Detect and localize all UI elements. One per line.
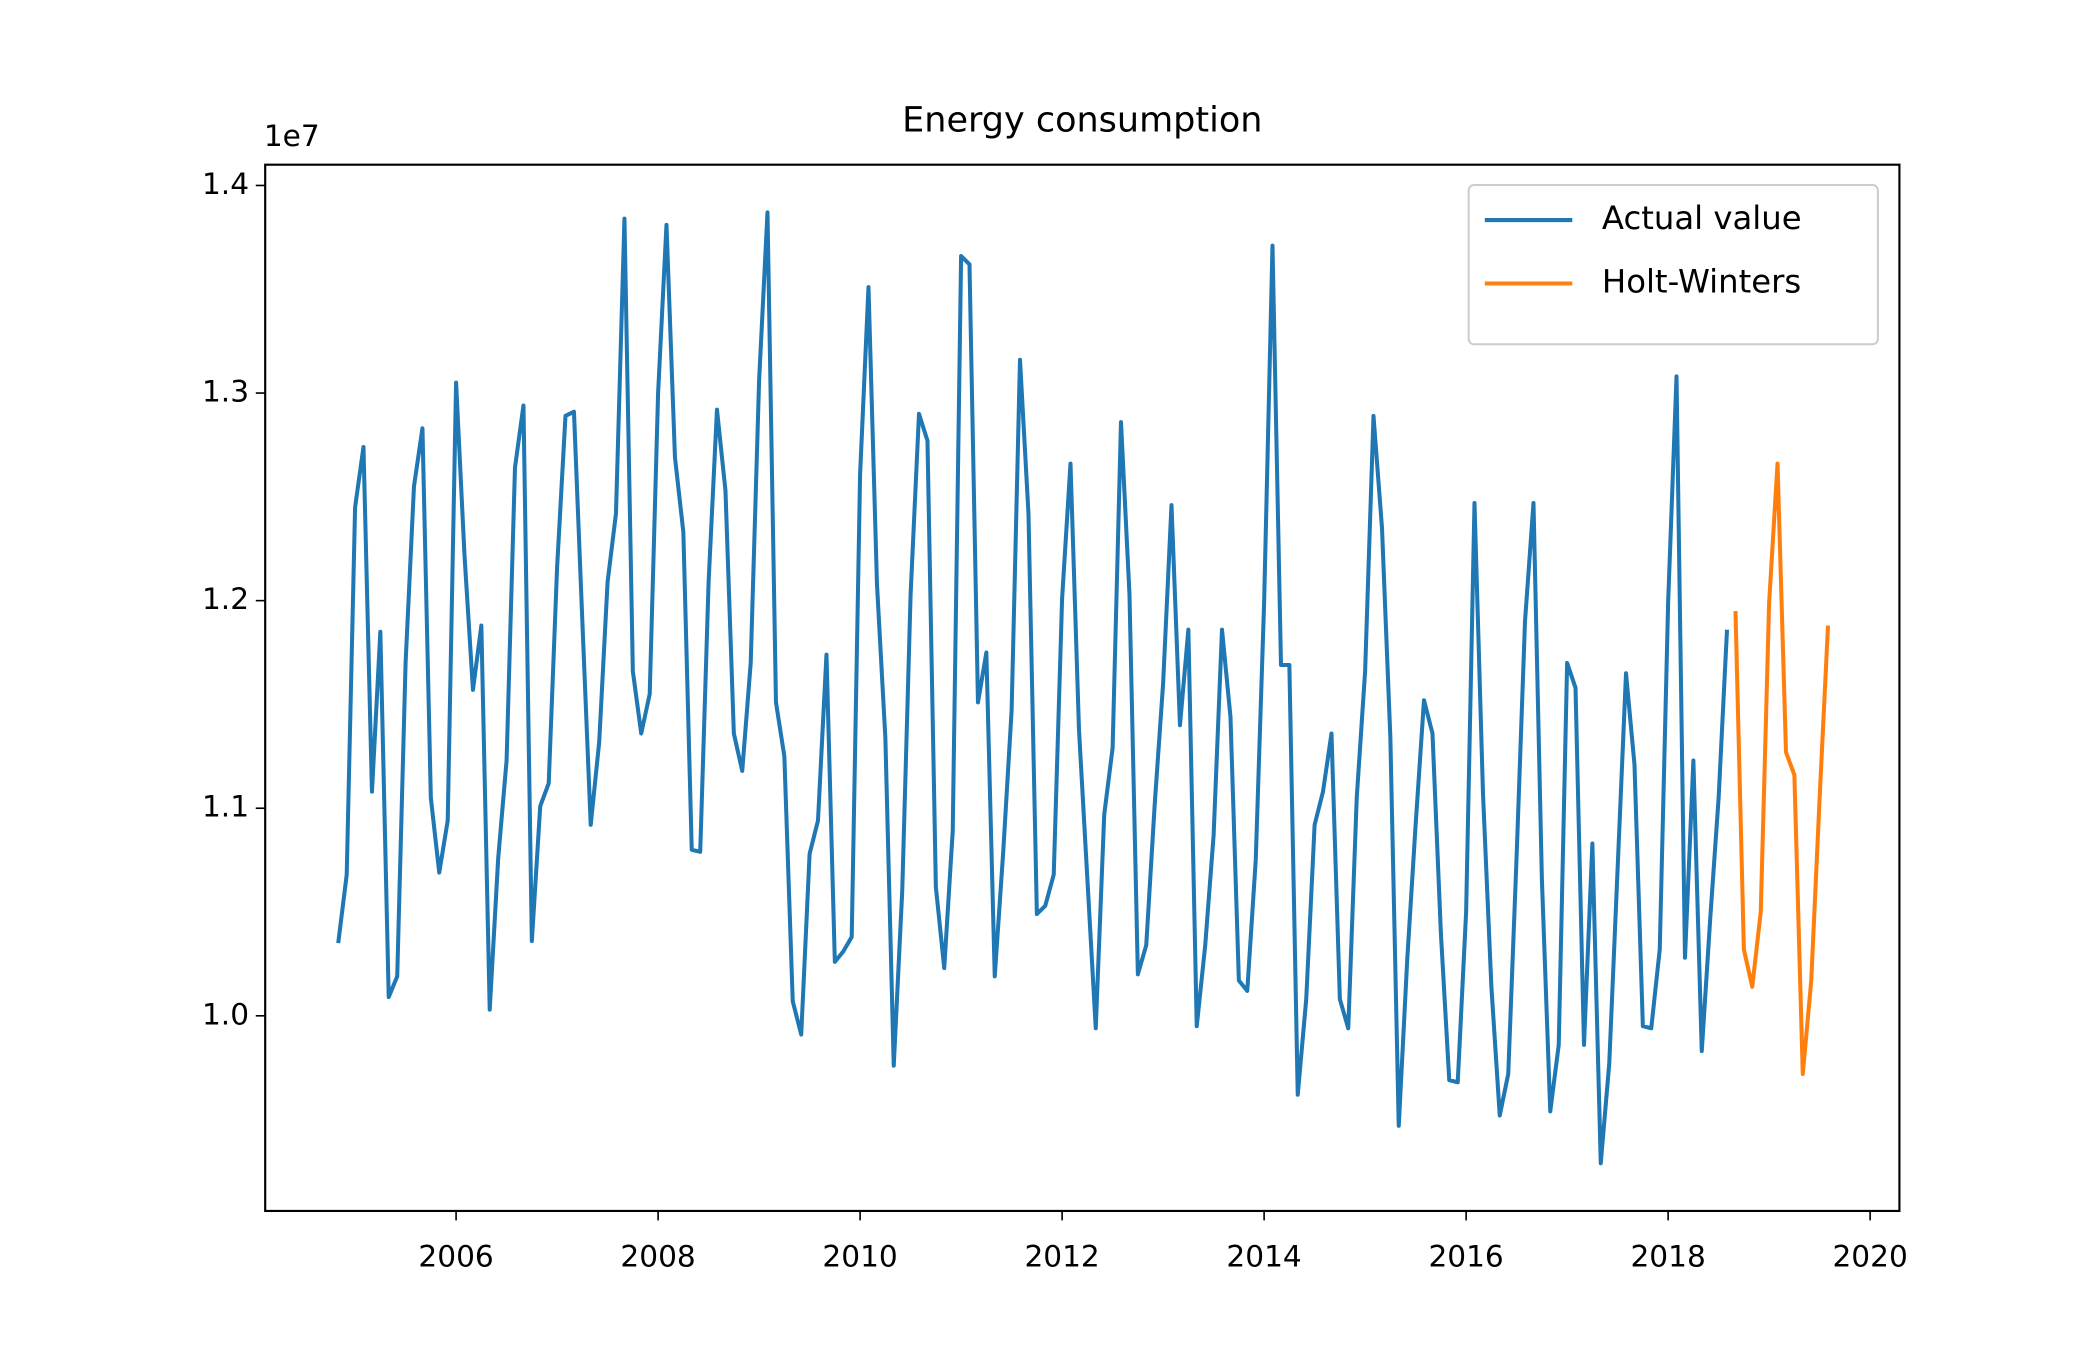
legend-box [1467,183,1879,346]
plot-frame [264,163,1901,1213]
x-tick-label: 2006 [418,1239,493,1274]
y-tick-label: 1.1 [202,789,249,824]
y-tick-label: 1.3 [202,374,249,409]
series-line [336,210,1730,1166]
legend-label: Actual value [1602,199,1802,237]
y-offset-label: 1e7 [264,118,320,153]
y-tick-label: 1.2 [202,581,249,616]
legend-label: Holt-Winters [1602,262,1801,300]
y-tick-label: 1.4 [202,166,249,201]
x-tick-label: 2012 [1024,1239,1099,1274]
x-tick-label: 2010 [822,1239,897,1274]
x-tick-label: 2016 [1428,1239,1503,1274]
y-tick-label: 1.0 [202,996,249,1031]
x-tick-label: 2020 [1832,1239,1907,1274]
series-line [1733,461,1831,1076]
x-tick-label: 2018 [1630,1239,1705,1274]
x-tick-label: 2014 [1226,1239,1301,1274]
x-tick-label: 2008 [620,1239,695,1274]
chart-title: Energy consumption [902,99,1262,140]
